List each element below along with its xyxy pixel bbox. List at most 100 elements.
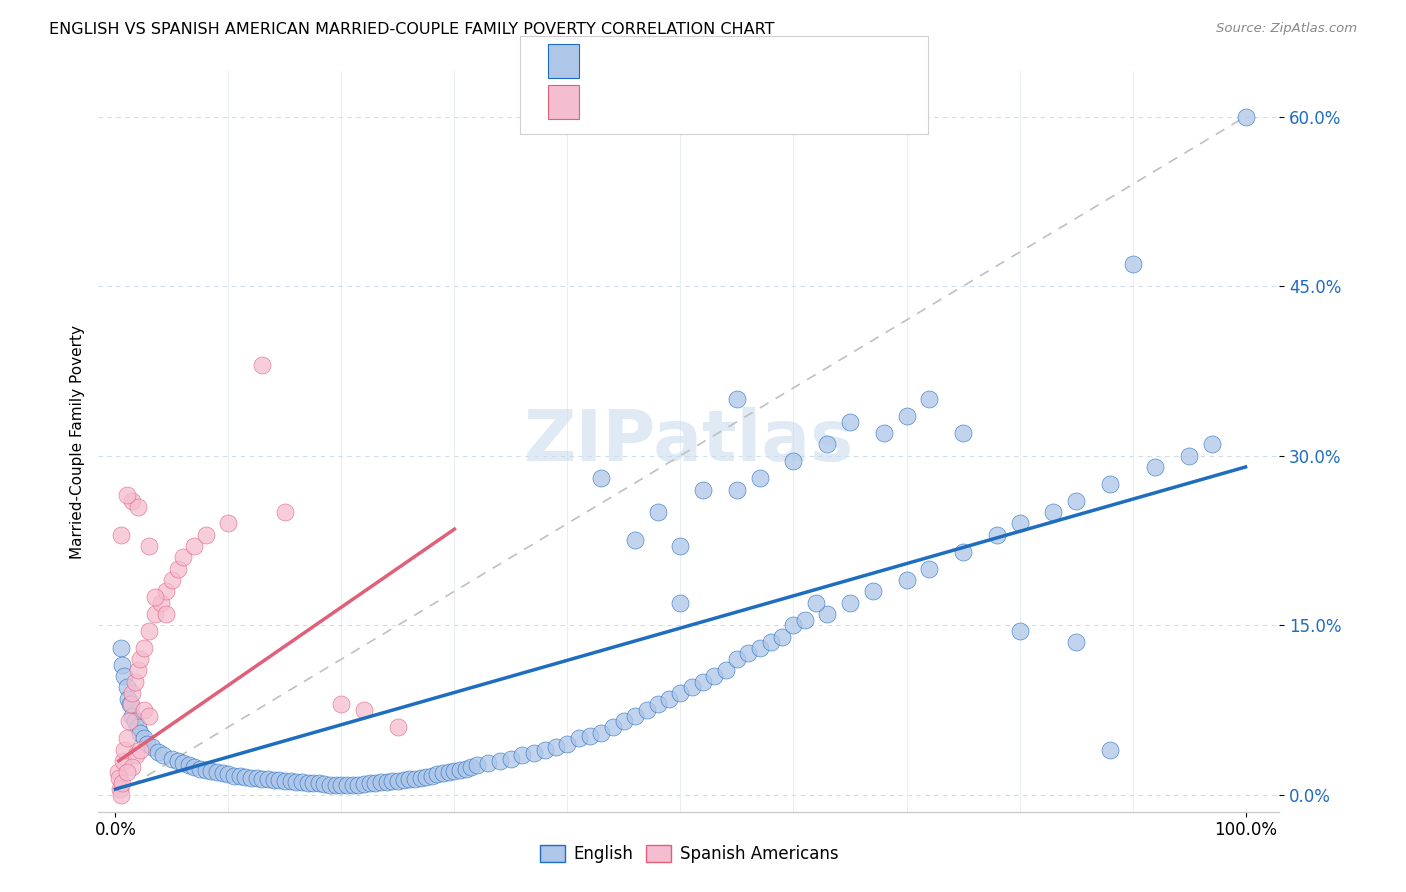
Point — [183, 539, 205, 553]
Point — [804, 596, 827, 610]
Point — [477, 756, 499, 771]
Point — [353, 703, 375, 717]
Point — [112, 742, 135, 756]
Point — [166, 562, 188, 576]
Point — [522, 746, 544, 760]
Point — [120, 698, 142, 712]
Point — [152, 748, 174, 763]
Point — [737, 647, 759, 661]
Point — [815, 607, 838, 621]
Point — [274, 774, 297, 789]
Point — [359, 776, 381, 790]
Point — [121, 686, 143, 700]
Point — [127, 720, 149, 734]
Point — [896, 573, 918, 587]
Point — [121, 708, 143, 723]
Point — [110, 640, 132, 655]
Point — [387, 774, 409, 789]
Text: 43: 43 — [717, 95, 742, 109]
Point — [330, 778, 353, 792]
Point — [121, 494, 143, 508]
Point — [111, 657, 134, 672]
Point — [404, 772, 426, 786]
Point — [557, 737, 579, 751]
Point — [370, 775, 392, 789]
Point — [120, 698, 142, 712]
Point — [302, 776, 325, 790]
Text: 130: 130 — [717, 54, 748, 68]
Text: N =: N = — [686, 95, 723, 109]
Point — [488, 754, 510, 768]
Point — [177, 758, 200, 772]
Point — [353, 777, 375, 791]
Point — [325, 778, 347, 792]
Point — [624, 533, 647, 548]
Point — [725, 392, 748, 406]
Point — [107, 771, 129, 785]
Point — [308, 776, 330, 790]
Text: 0.287: 0.287 — [621, 95, 668, 109]
Point — [398, 772, 420, 786]
Point — [291, 775, 314, 789]
Point — [381, 774, 404, 789]
Point — [136, 737, 159, 751]
Point — [432, 766, 454, 780]
Point — [839, 596, 862, 610]
Point — [280, 774, 302, 789]
Point — [499, 751, 522, 765]
Point — [194, 528, 217, 542]
Point — [443, 764, 465, 778]
Point — [330, 698, 353, 712]
Point — [692, 674, 714, 689]
Point — [183, 759, 205, 773]
Point — [1008, 624, 1031, 638]
Point — [285, 775, 308, 789]
Point — [200, 764, 222, 778]
Point — [240, 771, 263, 785]
Point — [782, 454, 804, 468]
Point — [624, 708, 647, 723]
Point — [669, 539, 692, 553]
Point — [1144, 460, 1167, 475]
Point — [460, 759, 482, 773]
Point — [205, 765, 228, 780]
Point — [420, 768, 443, 782]
Point — [127, 664, 149, 678]
Point — [591, 471, 613, 485]
Point — [112, 754, 135, 768]
Point — [839, 415, 862, 429]
Point — [591, 725, 613, 739]
Point — [138, 624, 160, 638]
Point — [692, 483, 714, 497]
Point — [714, 664, 737, 678]
Point — [1178, 449, 1201, 463]
Point — [263, 773, 285, 788]
Point — [297, 776, 319, 790]
Point — [454, 762, 477, 776]
Point — [952, 425, 974, 440]
Point — [160, 751, 183, 765]
Point — [1064, 635, 1087, 649]
Point — [132, 703, 155, 717]
Point — [647, 505, 669, 519]
Point — [111, 776, 134, 790]
Point — [166, 754, 188, 768]
Point — [143, 607, 166, 621]
Point — [1122, 256, 1144, 270]
Point — [669, 596, 692, 610]
Point — [118, 714, 141, 729]
Point — [117, 691, 139, 706]
Point — [228, 768, 250, 782]
Point — [409, 771, 432, 785]
Point — [257, 772, 280, 786]
Point — [252, 772, 274, 786]
Point — [110, 528, 132, 542]
Point — [759, 635, 782, 649]
Point — [155, 584, 177, 599]
Point — [568, 731, 591, 746]
Point — [862, 584, 884, 599]
Point — [725, 483, 748, 497]
Point — [918, 392, 941, 406]
Point — [534, 742, 557, 756]
Point — [793, 613, 815, 627]
